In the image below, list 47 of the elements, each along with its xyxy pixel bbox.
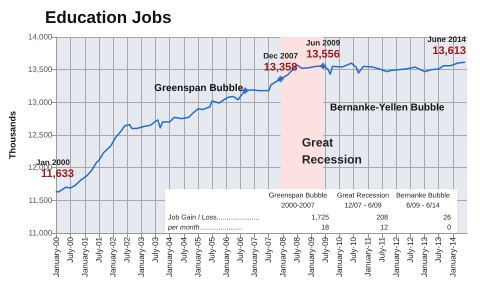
band-label: Great Recession bbox=[302, 136, 362, 166]
y-axis-title: Thousands bbox=[8, 110, 18, 160]
annotation: 13,613 bbox=[432, 44, 466, 57]
chart-title: Education Jobs bbox=[45, 8, 172, 27]
y-tick-label: 13,000 bbox=[28, 98, 53, 107]
x-tick-label: January-03 bbox=[136, 236, 146, 278]
x-tick-label: January-10 bbox=[335, 236, 344, 278]
x-tick-label: July-10 bbox=[349, 236, 358, 263]
x-tick-label: January-09 bbox=[306, 236, 316, 278]
x-tick-label: January-14 bbox=[448, 236, 458, 278]
x-tick-label: January-12 bbox=[392, 236, 401, 278]
x-tick-label: July-07 bbox=[264, 236, 274, 263]
x-tick-label: January-01 bbox=[80, 236, 90, 278]
annotation: Greenspan Bubble bbox=[154, 83, 244, 94]
y-tick-label: 13,500 bbox=[28, 65, 53, 74]
x-tick-label: January-00 bbox=[52, 236, 61, 278]
x-tick-label: July-02 bbox=[122, 236, 132, 263]
x-tick-label: January-07 bbox=[250, 236, 260, 278]
x-tick-label: July-09 bbox=[320, 236, 330, 263]
x-tick-label: July-04 bbox=[179, 236, 188, 263]
y-tick-label: 11,000 bbox=[28, 228, 53, 238]
x-tick-label: January-13 bbox=[420, 236, 430, 278]
x-tick-label: January-05 bbox=[194, 236, 203, 278]
annotation: June 2014 bbox=[427, 34, 467, 44]
x-tick-label: July-05 bbox=[208, 236, 217, 263]
x-tick-label: January-11 bbox=[363, 236, 372, 276]
x-tick-label: July-01 bbox=[94, 236, 104, 263]
annotation: 13,556 bbox=[306, 48, 340, 61]
x-tick-label: January-02 bbox=[108, 236, 118, 278]
x-tick-label: July-11 bbox=[378, 236, 387, 262]
y-tick-label: 12,500 bbox=[28, 130, 53, 140]
annotation: Jun 2009 bbox=[306, 38, 341, 48]
point bbox=[277, 75, 284, 82]
x-tick-label: July-03 bbox=[150, 236, 160, 263]
y-tick-label: 14,000 bbox=[28, 32, 53, 42]
x-tick-label: January-06 bbox=[222, 236, 231, 278]
x-tick-label: January-04 bbox=[165, 236, 174, 278]
y-tick-label: 11,500 bbox=[28, 196, 53, 205]
x-tick-label: July-08 bbox=[292, 236, 302, 263]
x-tick-label: July-06 bbox=[236, 236, 245, 263]
annotation: Dec 2007 bbox=[263, 51, 298, 60]
x-tick-label: July-12 bbox=[406, 236, 415, 263]
x-tick-label: January-08 bbox=[278, 236, 288, 278]
x-tick-label: July-00 bbox=[66, 236, 75, 263]
point bbox=[320, 62, 327, 70]
x-tick-label: July-13 bbox=[434, 236, 444, 263]
annotation: Bernanke-Yellen Bubble bbox=[330, 102, 445, 114]
